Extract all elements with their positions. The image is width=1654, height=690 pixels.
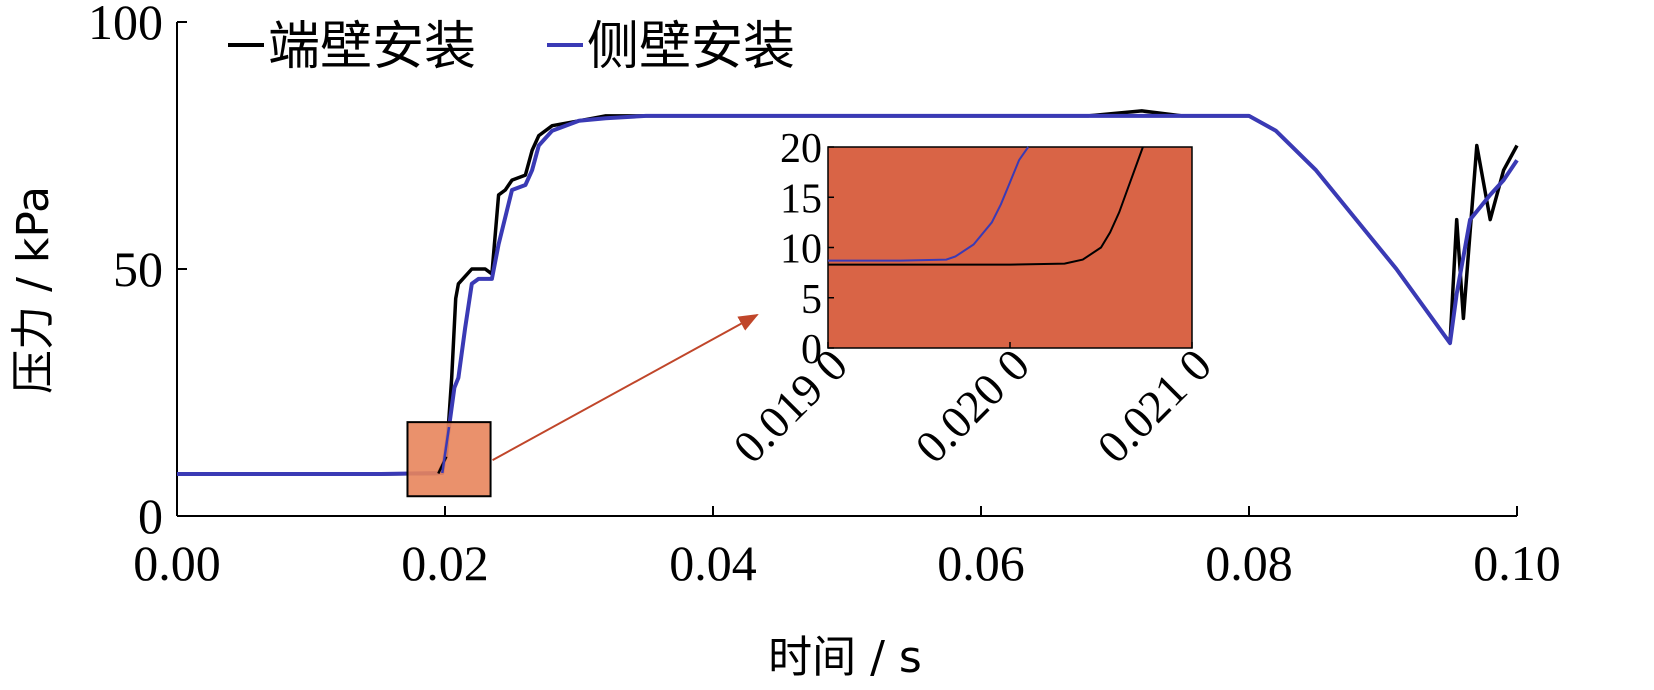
zoom-region-trace (441, 426, 451, 474)
y-tick-label: 50 (113, 241, 163, 297)
inset-series-line-side-wall (828, 146, 1030, 262)
x-axis-label: 时间 / s (768, 632, 922, 683)
legend-label: 端壁安装 (268, 17, 476, 77)
inset-y-tick-label: 10 (780, 227, 822, 273)
x-tick-label: 0.10 (1473, 535, 1561, 591)
inset-y-tick-label: 15 (780, 176, 822, 222)
zoom-region-box (406, 421, 492, 498)
y-tick-label: 100 (88, 0, 163, 50)
series-line-side-wall (177, 113, 1519, 476)
zoom-annotation (492, 314, 759, 462)
inset-background (827, 146, 1193, 349)
x-tick-label: 0.02 (401, 535, 489, 591)
zoom-arrow (492, 314, 759, 462)
x-tick-label: 0.04 (669, 535, 757, 591)
y-axis-label: 压力 / kPa (8, 186, 59, 394)
x-tick-label: 0.00 (133, 535, 221, 591)
inset-x-tick-label: 0.020 0 (905, 339, 1039, 473)
legend: 端壁安装 侧壁安装 (228, 17, 795, 77)
inset-y-tick-label: 5 (801, 277, 822, 323)
inset-series-line-end-wall (828, 146, 1144, 266)
legend-label: 侧壁安装 (587, 17, 795, 77)
y-tick-label: 0 (138, 488, 163, 544)
inset-x-tick-label: 0.019 0 (723, 339, 857, 473)
inset-y-tick-label: 0 (801, 327, 822, 373)
inset-x-tick-label: 0.021 0 (1087, 339, 1221, 473)
x-tick-label: 0.06 (937, 535, 1025, 591)
inset-y-tick-label: 20 (780, 126, 822, 172)
x-tick-label: 0.08 (1205, 535, 1293, 591)
